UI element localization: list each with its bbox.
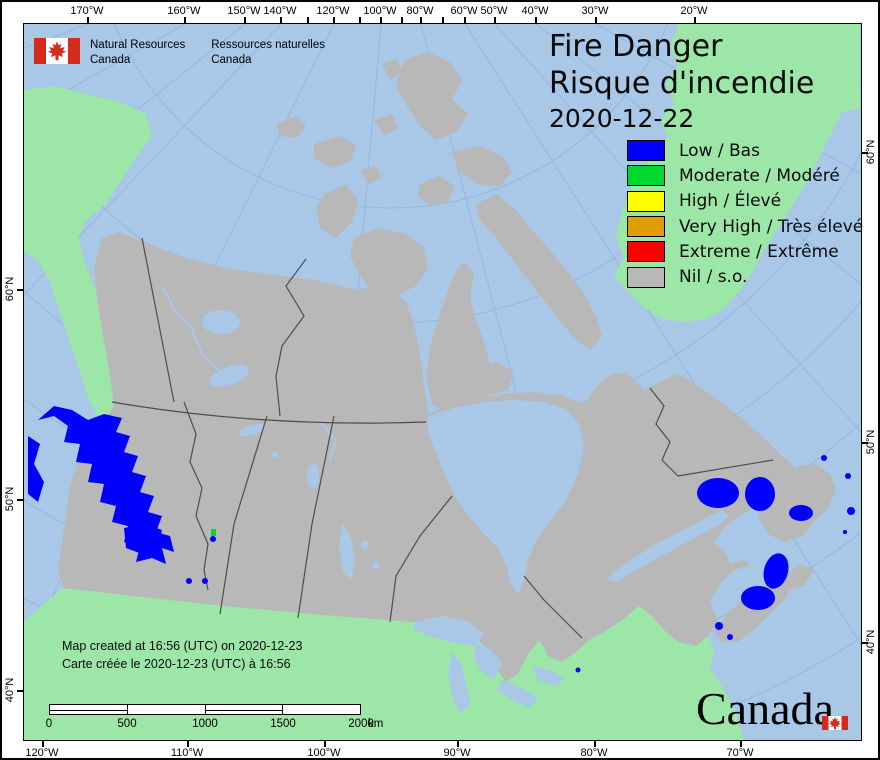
lon-label: 80°W xyxy=(580,747,608,759)
scale-segment xyxy=(283,704,361,715)
nrcan-name-en: Natural Resources Canada xyxy=(90,39,186,66)
legend-label-nil: Nil / s.o. xyxy=(679,267,748,288)
lon-label: 120°W xyxy=(25,747,59,759)
lon-label: 120°W xyxy=(316,5,350,17)
legend-row-low: Low / Bas xyxy=(627,138,863,163)
created-line-fr: Carte créée le 2020-12-23 (UTC) à 16:56 xyxy=(62,657,291,671)
legend-row-extreme: Extreme / Extrême xyxy=(627,239,863,264)
canada-flag-icon xyxy=(34,38,80,64)
legend-row-moderate: Moderate / Modéré xyxy=(627,163,863,188)
scale-number: 1500 xyxy=(270,718,296,730)
legend-swatch-moderate xyxy=(627,165,665,187)
legend-label-low: Low / Bas xyxy=(679,140,760,161)
created-line-en: Map created at 16:56 (UTC) on 2020-12-23 xyxy=(62,639,303,653)
province-boundaries xyxy=(111,237,774,639)
map-canvas xyxy=(23,23,862,741)
lat-label: 50°N xyxy=(4,486,16,512)
canada-wordmark: Canada xyxy=(696,683,848,734)
legend-swatch-extreme xyxy=(627,241,665,263)
wordmark-flag-icon xyxy=(822,691,848,739)
great-lakes xyxy=(414,616,564,714)
lon-label: 100°W xyxy=(307,747,341,759)
lon-label: 150°W xyxy=(227,5,261,17)
lon-label: 170°W xyxy=(70,5,104,17)
vancouver-island xyxy=(63,530,110,564)
lat-label: 40°N xyxy=(4,677,16,703)
legend-swatch-high xyxy=(627,190,665,212)
title-en: Fire Danger xyxy=(549,29,723,64)
nrcan-signature: Natural Resources Canada Ressources natu… xyxy=(34,38,325,68)
legend-swatch-nil xyxy=(627,266,665,288)
lon-label: 50°W xyxy=(480,5,508,17)
legend-label-moderate: Moderate / Modéré xyxy=(679,165,840,186)
st-lawrence-river xyxy=(606,510,730,582)
legend-label-high: High / Élevé xyxy=(679,191,782,212)
scale-number: 2000 xyxy=(348,718,374,730)
hudson-bay xyxy=(428,400,584,594)
lon-label: 80°W xyxy=(406,5,434,17)
united-states xyxy=(24,588,744,740)
fire-danger-legend: Low / Bas Moderate / Modéré High / Élevé… xyxy=(627,138,863,290)
lon-label: 20°W xyxy=(680,5,708,17)
greenland xyxy=(614,24,860,322)
scale-bar xyxy=(49,704,361,715)
lat-label: 60°N xyxy=(4,276,16,302)
title-fr: Risque d'incendie xyxy=(549,66,815,101)
legend-swatch-low xyxy=(627,140,665,162)
scale-segment xyxy=(205,704,284,715)
lon-label: 40°W xyxy=(521,5,549,17)
wordmark-text: Canada xyxy=(696,683,834,734)
cape-breton xyxy=(782,564,814,590)
legend-row-very-high: Very High / Très élevé xyxy=(627,214,863,239)
canada-map xyxy=(24,24,861,740)
alaska xyxy=(24,86,152,424)
legend-label-extreme: Extreme / Extrême xyxy=(679,241,839,262)
lon-label: 110°W xyxy=(170,747,204,759)
prince-edward-island xyxy=(726,560,750,570)
scale-segment xyxy=(127,704,206,715)
arctic-islands xyxy=(276,52,602,396)
newfoundland xyxy=(758,464,836,542)
lat-label: 60°N xyxy=(865,139,877,165)
lon-label: 100°W xyxy=(363,5,397,17)
scale-number: 1000 xyxy=(192,718,218,730)
lon-label: 70°W xyxy=(726,747,754,759)
scale-number: 500 xyxy=(117,718,137,730)
lakes xyxy=(161,285,380,580)
maple-leaf-icon xyxy=(47,41,67,61)
title-date: 2020-12-22 xyxy=(549,104,695,133)
map-created-note: Map created at 16:56 (UTC) on 2020-12-23… xyxy=(62,637,302,673)
fire-danger-moderate-speck xyxy=(211,529,216,536)
legend-swatch-very-high xyxy=(627,216,665,238)
lon-label: 60°W xyxy=(450,5,478,17)
lon-label: 90°W xyxy=(443,747,471,759)
canada-mainland xyxy=(58,232,796,682)
lon-label: 140°W xyxy=(263,5,297,17)
map-title: Fire Danger Risque d'incendie 2020-12-22 xyxy=(549,28,814,136)
lon-label: 30°W xyxy=(581,5,609,17)
legend-row-nil: Nil / s.o. xyxy=(627,264,863,289)
lat-label: 50°N xyxy=(865,429,877,455)
scale-bar-labels: 0 500 1000 1500 2000 km xyxy=(2,718,422,732)
lat-label: 40°N xyxy=(865,629,877,655)
nrcan-name-fr: Ressources naturelles Canada xyxy=(211,39,326,66)
fire-danger-low-areas xyxy=(28,406,855,673)
scale-number: 0 xyxy=(45,718,53,730)
lon-label: 160°W xyxy=(167,5,201,17)
scale-segment xyxy=(49,704,128,715)
scale-unit: km xyxy=(368,718,384,730)
legend-label-very-high: Very High / Très élevé xyxy=(679,216,864,237)
legend-row-high: High / Élevé xyxy=(627,189,863,214)
